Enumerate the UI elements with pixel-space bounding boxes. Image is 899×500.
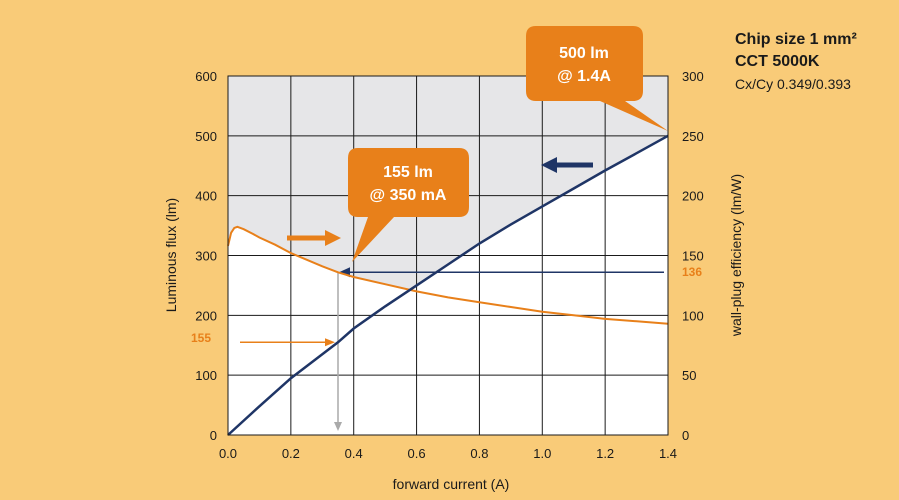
y-tick-label: 0	[210, 428, 217, 443]
right-marker-value: 136	[682, 265, 702, 279]
efficiency-direction-arrowhead	[325, 230, 341, 246]
x-tick-label: 0.2	[282, 446, 300, 461]
y-tick-label: 600	[195, 69, 217, 84]
callout-500lm-line2: @ 1.4A	[557, 68, 611, 85]
y2-tick-label: 50	[682, 368, 696, 383]
x-tick-labels: 0.0 0.2 0.4 0.6 0.8 1.0 1.2 1.4	[219, 446, 677, 461]
y2-tick-label: 100	[682, 308, 704, 323]
callout-155lm-line1: 155 lm	[383, 164, 433, 181]
callout-500lm: 500 lm @ 1.4A	[526, 26, 668, 131]
y2-tick-label: 150	[682, 249, 704, 264]
reference-efficiency-arrowhead	[325, 338, 335, 347]
x-tick-label: 1.2	[596, 446, 614, 461]
y2-tick-label: 200	[682, 189, 704, 204]
cct-label: CCT 5000K	[735, 53, 820, 70]
y-tick-label: 500	[195, 129, 217, 144]
y-tick-label: 200	[195, 308, 217, 323]
x-tick-label: 0.4	[345, 446, 363, 461]
direction-arrows	[287, 157, 593, 246]
x-tick-label: 1.4	[659, 446, 677, 461]
left-marker-value: 155	[191, 331, 211, 345]
cxcy-label: Cx/Cy 0.349/0.393	[735, 76, 851, 92]
plot-border	[227, 75, 669, 436]
y2-tick-label: 0	[682, 428, 689, 443]
reference-drop-arrowhead	[334, 422, 342, 431]
y2-tick-label: 300	[682, 69, 704, 84]
y-axis-label: Luminous flux (lm)	[163, 198, 179, 312]
plot-area	[227, 75, 669, 436]
y-tick-labels: 0 100 200 300 400 500 600	[195, 69, 217, 443]
callout-155lm-shape	[348, 148, 469, 262]
y2-tick-labels: 0 50 100 150 200 250 300	[682, 69, 704, 443]
chip-size-label: Chip size 1 mm²	[735, 31, 857, 48]
y-tick-label: 300	[195, 249, 217, 264]
y-tick-label: 400	[195, 189, 217, 204]
flux-direction-arrowhead	[541, 157, 557, 173]
x-tick-label: 0.0	[219, 446, 237, 461]
x-tick-label: 0.6	[408, 446, 426, 461]
chip-info: Chip size 1 mm² CCT 5000K Cx/Cy 0.349/0.…	[735, 31, 857, 92]
y2-axis-label: wall-plug efficiency (lm/W)	[728, 174, 744, 337]
callout-500lm-line1: 500 lm	[559, 45, 609, 62]
callout-155lm-line2: @ 350 mA	[370, 187, 447, 204]
y2-tick-label: 250	[682, 129, 704, 144]
y-tick-label: 100	[195, 368, 217, 383]
callout-155lm: 155 lm @ 350 mA	[348, 148, 469, 262]
flux-series-line	[227, 134, 669, 436]
x-tick-label: 1.0	[533, 446, 551, 461]
x-axis-label: forward current (A)	[393, 476, 510, 492]
callout-500lm-shape	[526, 26, 668, 131]
x-tick-label: 0.8	[470, 446, 488, 461]
efficiency-series-line	[227, 225, 669, 325]
